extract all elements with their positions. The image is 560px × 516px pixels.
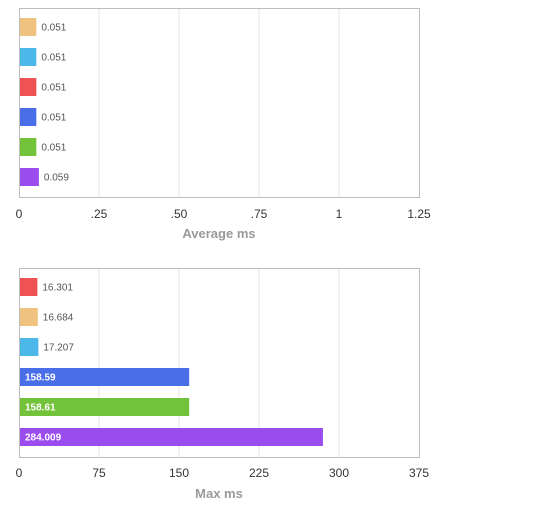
tick-label: .25 (91, 207, 108, 221)
data-label: 158.59 (25, 373, 56, 384)
data-label: 17.207 (43, 343, 74, 354)
tick-label: 75 (92, 466, 106, 480)
data-label: 0.051 (41, 23, 66, 34)
data-label: 0.051 (41, 53, 66, 64)
bar (20, 368, 190, 386)
data-label: 158.61 (25, 403, 56, 414)
tick-label: 225 (249, 466, 269, 480)
tick-label: .75 (251, 207, 268, 221)
bar (20, 18, 37, 36)
plot-border (19, 268, 420, 458)
bar (20, 78, 37, 96)
data-label: 0.051 (41, 113, 66, 124)
bar (20, 398, 190, 416)
plot-border (19, 8, 420, 198)
data-label: 284.009 (25, 433, 62, 444)
tick-label: .50 (171, 207, 188, 221)
axis-title: Max ms (195, 486, 243, 501)
tick-label: 0 (16, 207, 23, 221)
data-label: 0.051 (41, 143, 66, 154)
chart-max-ms: 16.301 16.684 17.207 158.59 158.61 284.009 0 75… (16, 268, 429, 501)
tick-label: 1 (336, 207, 343, 221)
tick-label: 150 (169, 466, 189, 480)
data-label: 0.051 (41, 83, 66, 94)
bar (20, 308, 38, 326)
bar (20, 278, 38, 296)
data-label: 0.059 (44, 173, 69, 184)
data-label: 16.684 (43, 313, 74, 324)
bar (20, 338, 39, 356)
tick-label: 300 (329, 466, 349, 480)
bar (20, 138, 37, 156)
chart-average-ms: 0.051 0.051 0.051 0.051 0.051 0.059 0 .25 .50 .75… (16, 8, 431, 241)
bar (20, 108, 37, 126)
tick-label: 1.25 (407, 207, 431, 221)
bar (20, 168, 39, 186)
tick-label: 0 (16, 466, 23, 480)
tick-label: 375 (409, 466, 429, 480)
axis-title: Average ms (182, 226, 255, 241)
data-label: 16.301 (42, 283, 73, 294)
bar (20, 48, 37, 66)
bar (20, 428, 323, 446)
